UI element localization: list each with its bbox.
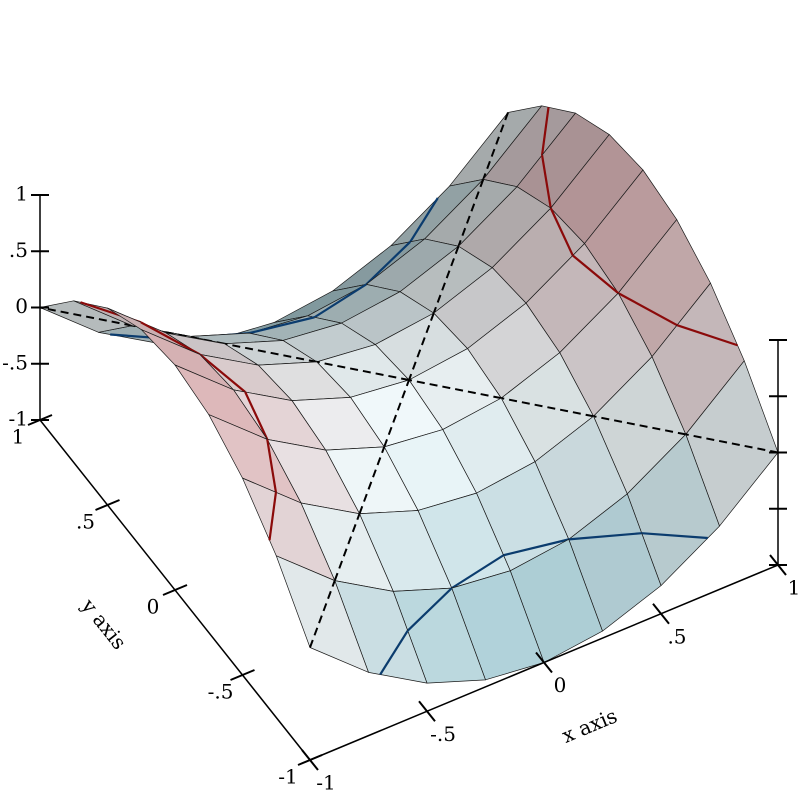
x-tick [418,700,436,722]
contour-line [379,630,409,676]
y-tick [297,754,323,766]
contour-line [408,379,502,400]
z-tick-label: 1 [15,182,28,206]
z-tick-label: -1 [9,407,28,431]
y-tick [230,669,255,681]
x-tick-label: -1 [316,771,335,795]
contour-line [140,321,201,356]
contour-line [549,207,574,256]
y-tick-label: 0 [147,595,160,619]
contour-line [224,342,317,363]
contour-line [313,283,367,319]
contour-line [676,324,738,347]
contour-line [383,379,410,448]
contour-line [617,292,678,327]
contour-line [309,580,336,648]
surface [39,105,779,684]
x-tick-label: .5 [667,624,686,648]
contour-line [244,391,269,440]
x-tick [535,651,553,674]
y-axis-label: y axis [76,593,131,654]
contour-line [568,532,642,541]
z-tick-label: -.5 [2,350,28,374]
z-tick-label: .5 [9,238,28,262]
x-tick [652,603,670,625]
y-tick-label: .5 [76,510,95,534]
contour-line [333,513,361,581]
y-tick-label: 1 [12,425,25,449]
y-tick [95,499,120,511]
contour-line [316,360,410,381]
y-tick-label: -1 [278,765,297,789]
contour-line [409,197,439,243]
contour-line [501,397,594,418]
contour-line [641,532,708,540]
contour-line [266,439,278,493]
contour-line [199,353,246,393]
contour-line [248,316,315,335]
contour-line [457,179,485,247]
contour-line [482,112,509,180]
contour-line [503,538,570,557]
contour-line [408,312,435,381]
contour-line [406,587,453,632]
contour-line [540,107,550,156]
axes: -1-.50.51-1-.50.51-1-.50.51 [2,182,800,795]
contour-line [593,415,686,436]
contour-line [268,492,278,541]
contour-line [39,306,133,327]
contour-line [540,155,552,209]
contour-line [572,254,619,294]
contour-line [365,240,412,286]
y-tick [162,584,188,596]
contour-line [451,554,505,590]
contour-line [358,446,386,515]
x-tick-label: -.5 [430,722,456,746]
y-tick-label: -.5 [208,680,234,704]
x-tick-label: 0 [554,673,567,697]
x-axis-label: x axis [558,703,620,747]
x-tick-label: 1 [788,576,800,600]
contour-line [432,245,460,314]
z-tick-label: 0 [15,294,28,318]
contour-line [685,433,779,454]
